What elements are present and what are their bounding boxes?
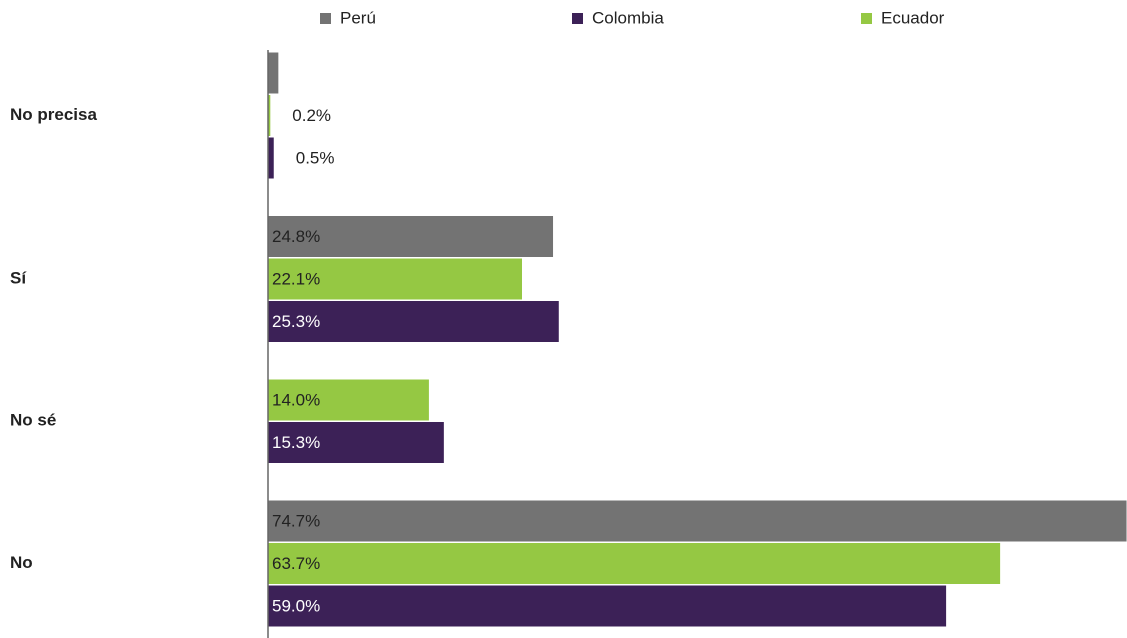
bar <box>268 379 429 421</box>
category-label: Sí <box>10 268 27 287</box>
bar <box>268 137 274 179</box>
legend-label: Perú <box>340 8 376 27</box>
bar <box>268 95 271 136</box>
value-label: 74.7% <box>272 511 320 530</box>
category-label: No sé <box>10 411 56 430</box>
bar <box>268 543 1001 584</box>
value-label: 22.1% <box>272 269 320 288</box>
value-label: 25.3% <box>272 312 320 331</box>
bar <box>268 258 523 300</box>
category-label: No <box>10 553 33 572</box>
category-label: No precisa <box>10 105 97 124</box>
value-label: 63.7% <box>272 554 320 573</box>
value-label: 14.0% <box>272 390 320 409</box>
bar <box>268 422 444 463</box>
value-label: 0.5% <box>296 148 335 167</box>
legend-label: Ecuador <box>881 8 945 27</box>
value-label: 0.2% <box>292 106 331 125</box>
bar <box>268 52 279 94</box>
bar <box>268 585 947 627</box>
bar <box>268 500 1127 542</box>
legend-label: Colombia <box>592 8 664 27</box>
legend-swatch <box>320 13 331 24</box>
bar <box>268 301 559 342</box>
value-label: 24.8% <box>272 227 320 246</box>
value-label: 59.0% <box>272 596 320 615</box>
value-label: 15.3% <box>272 433 320 452</box>
legend-swatch <box>861 13 872 24</box>
legend-swatch <box>572 13 583 24</box>
bar <box>268 216 554 257</box>
